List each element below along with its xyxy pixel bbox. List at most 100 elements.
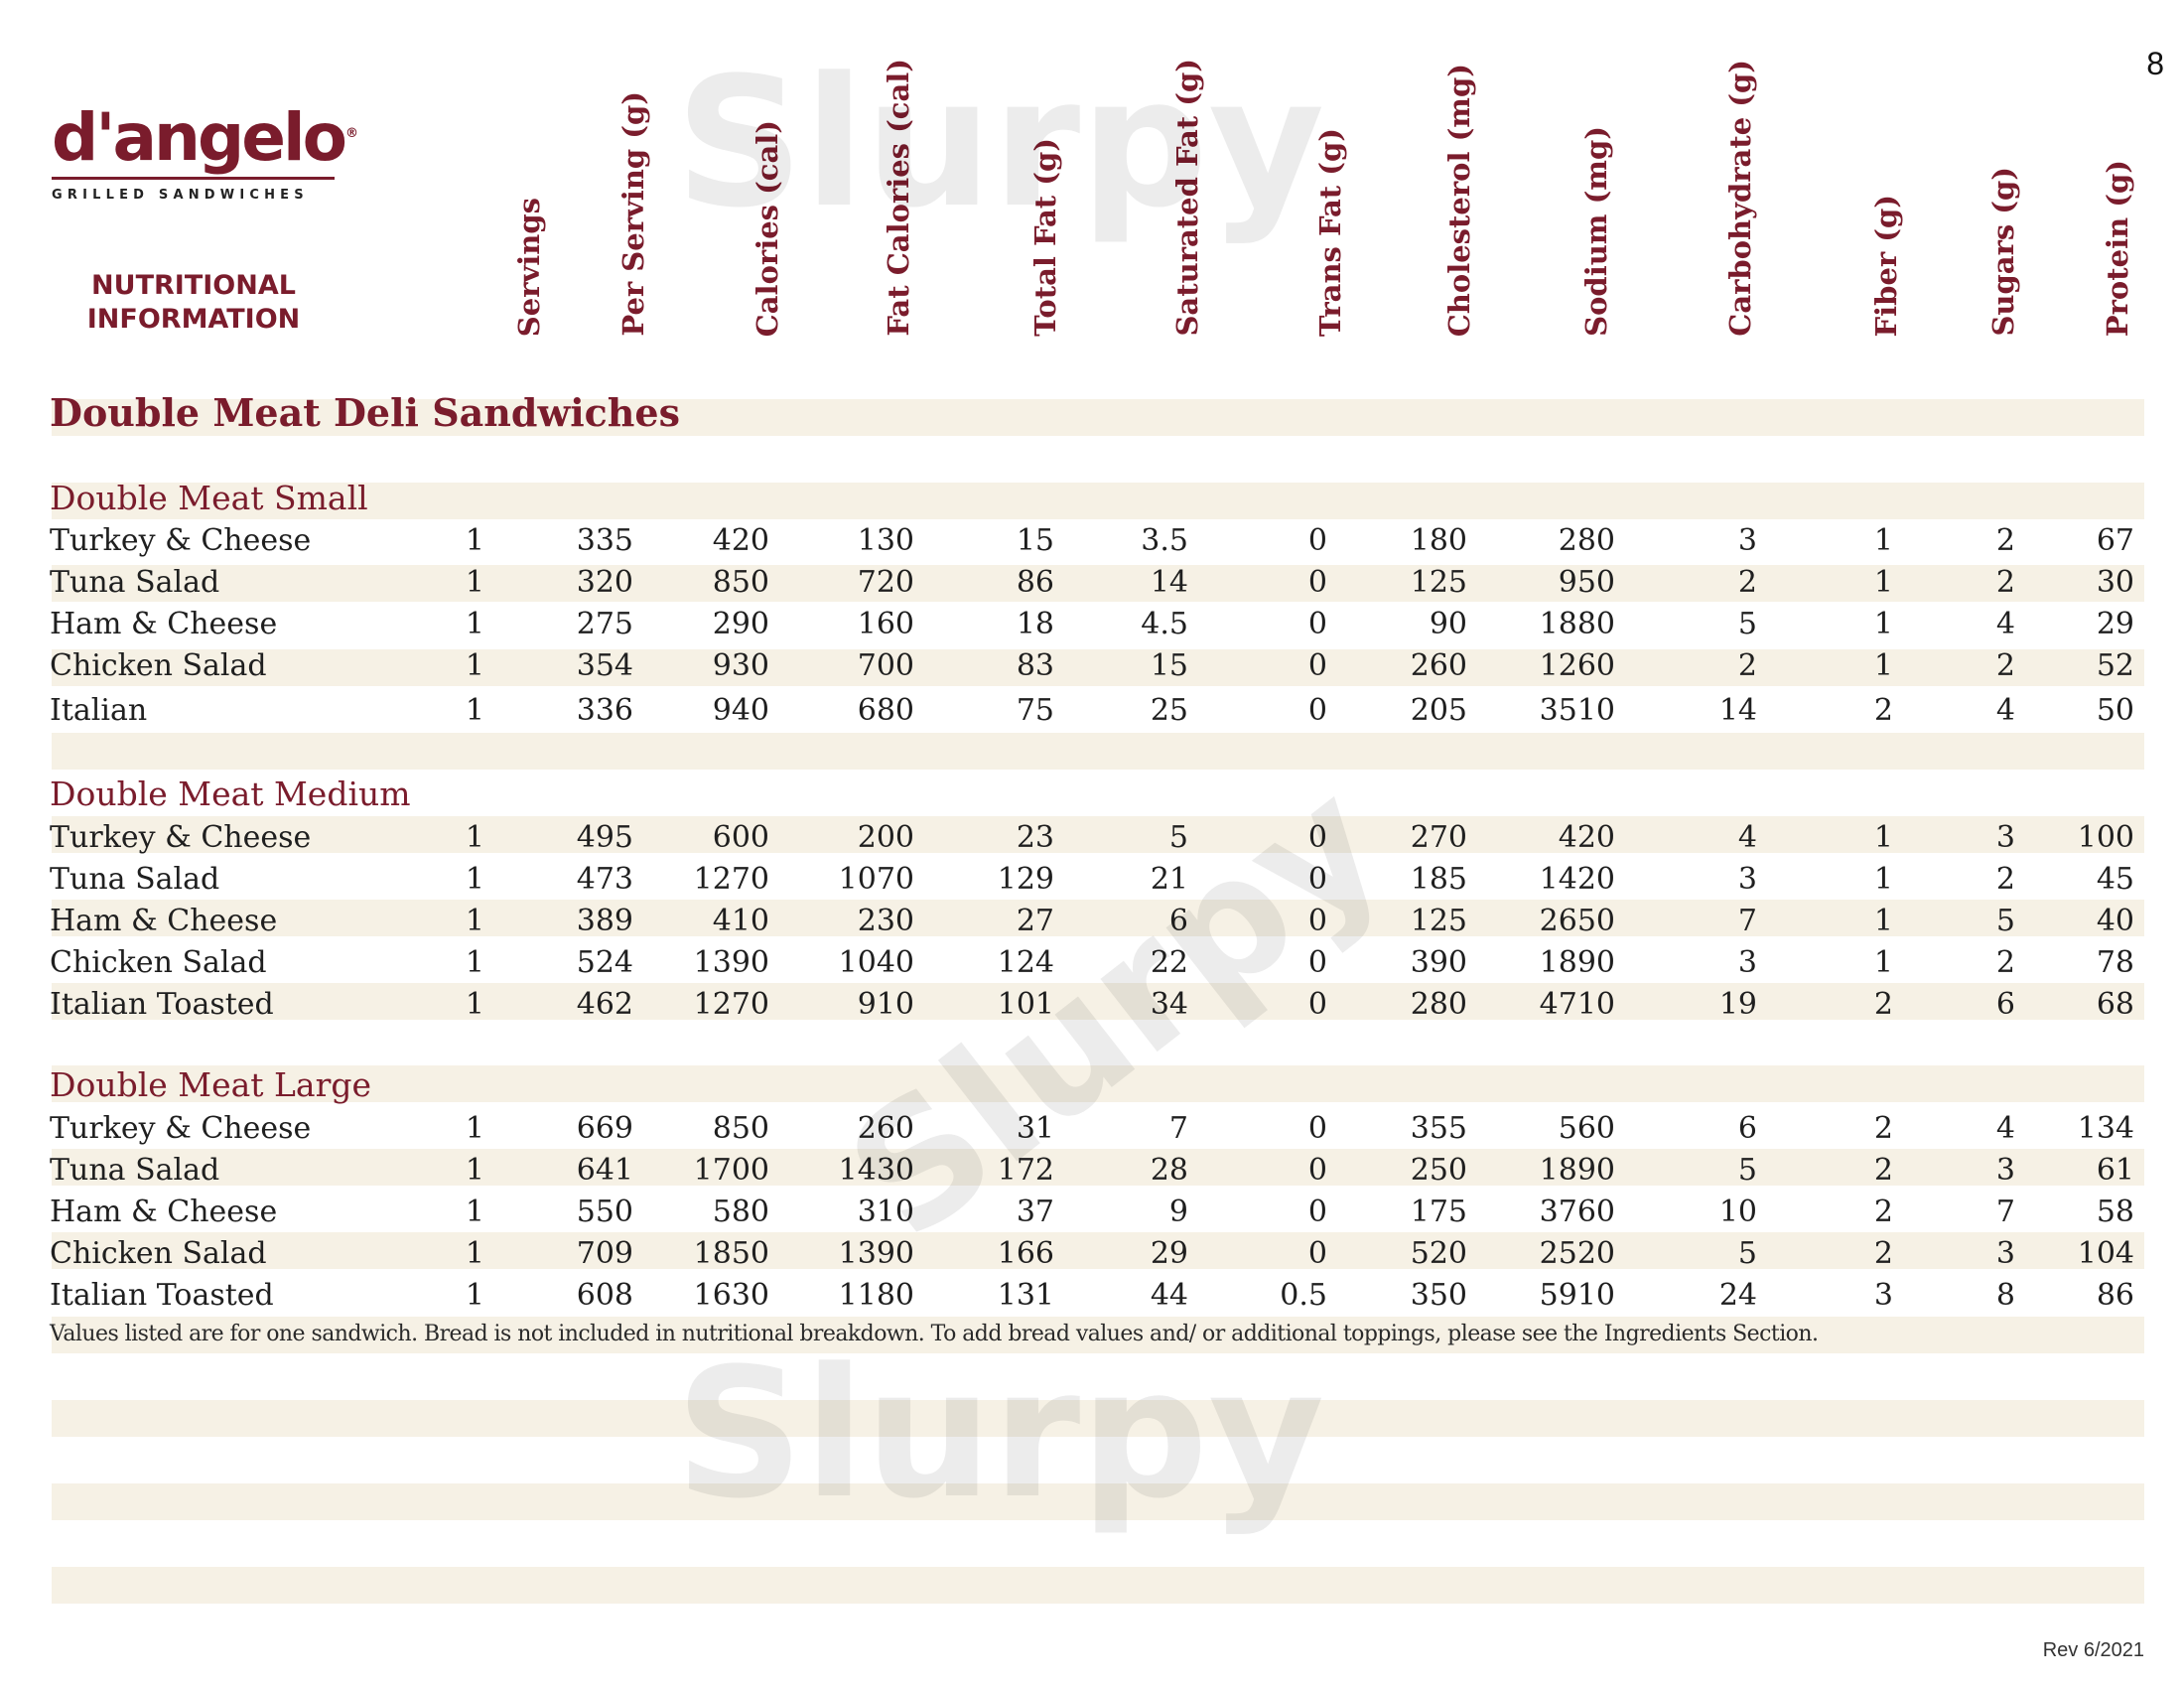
table-cell: 280 [1558, 523, 1615, 558]
group-title: Double Meat Small [50, 479, 368, 517]
column-header-label: Total Fat (g) [1028, 138, 1062, 337]
table-cell: 83 [1016, 648, 1054, 683]
table-cell: 125 [1410, 565, 1467, 600]
table-row: Italian Toasted 1 608 1630 1180 131 44 0.5 350 59… [0, 1274, 2184, 1316]
table-cell: 1430 [838, 1153, 914, 1188]
table-cell: 4 [1995, 1111, 2015, 1146]
column-header: Cholesterol (mg) [1427, 0, 1486, 343]
nutritional-information-heading: NUTRITIONAL INFORMATION [60, 269, 328, 337]
table-cell: 4 [1737, 820, 1757, 855]
table-row: Turkey & Cheese 1 335 420 130 15 3.5 0 180 280 3 1 2… [0, 519, 2184, 561]
column-header-label: Saturated Fat (g) [1170, 59, 1204, 337]
table-cell: 124 [997, 945, 1054, 980]
table-cell: 3 [1873, 1278, 1893, 1313]
table-cell: 29 [2096, 607, 2134, 641]
table-cell: 280 [1410, 987, 1467, 1022]
table-cell: 5 [1737, 1236, 1757, 1271]
table-cell: 3 [1995, 820, 2015, 855]
row-band [52, 1149, 2144, 1186]
table-cell: 5910 [1539, 1278, 1615, 1313]
item-name: Turkey & Cheese [50, 523, 312, 558]
column-header-label: Per Serving (g) [616, 91, 650, 337]
logo-wordmark: d'angelo [52, 99, 347, 176]
table-cell: 1040 [838, 945, 914, 980]
row-band [52, 816, 2144, 853]
column-header-label: Sodium (mg) [1579, 126, 1613, 337]
table-cell: 7 [1168, 1111, 1188, 1146]
item-name: Tuna Salad [50, 565, 220, 600]
table-cell: 680 [857, 693, 914, 728]
table-cell: 172 [997, 1153, 1054, 1188]
table-cell: 90 [1429, 607, 1467, 641]
table-cell: 67 [2096, 523, 2134, 558]
table-cell: 310 [857, 1195, 914, 1229]
table-row: Turkey & Cheese 1 669 850 260 31 7 0 355 560 6 2 4 13… [0, 1107, 2184, 1149]
table-cell: 3760 [1539, 1195, 1615, 1229]
table-cell: 2 [1873, 987, 1893, 1022]
row-band [52, 649, 2144, 686]
revision-date: Rev 6/2021 [2042, 1639, 2144, 1661]
column-header-label: Protein (g) [2101, 159, 2134, 337]
table-row: Chicken Salad 1 524 1390 1040 124 22 0 390 1890 3 1… [0, 941, 2184, 983]
table-cell: 1420 [1539, 862, 1615, 897]
item-name: Turkey & Cheese [50, 1111, 312, 1146]
column-header: Calories (cal) [735, 0, 794, 343]
column-header: Trans Fat (g) [1297, 0, 1357, 343]
table-cell: 1 [465, 1111, 484, 1146]
column-header: Fiber (g) [1853, 0, 1913, 343]
column-header: Sodium (mg) [1564, 0, 1623, 343]
table-cell: 1890 [1539, 945, 1615, 980]
table-cell: 1 [1873, 945, 1893, 980]
table-cell: 3 [1995, 1236, 2015, 1271]
table-cell: 7 [1737, 904, 1757, 938]
group-title: Double Meat Large [50, 1065, 372, 1104]
table-row: Ham & Cheese 1 389 410 230 27 6 0 125 2650 7 1 5 40 [0, 900, 2184, 941]
table-cell: 3 [1737, 523, 1757, 558]
table-row: Turkey & Cheese 1 495 600 200 23 5 0 270 420 4 1 3 10… [0, 816, 2184, 858]
table-cell: 0 [1307, 820, 1327, 855]
registered-mark: ® [344, 126, 358, 141]
column-header: Fat Calories (cal) [866, 0, 925, 343]
table-cell: 1 [465, 1153, 484, 1188]
item-name: Chicken Salad [50, 945, 267, 980]
row-band [52, 1400, 2144, 1437]
table-cell: 550 [576, 1195, 633, 1229]
table-cell: 28 [1150, 1153, 1188, 1188]
section-title: Double Meat Deli Sandwiches [50, 390, 680, 435]
table-cell: 0 [1307, 1111, 1327, 1146]
table-cell: 390 [1410, 945, 1467, 980]
table-cell: 68 [2096, 987, 2134, 1022]
table-cell: 3510 [1539, 693, 1615, 728]
table-cell: 1 [465, 565, 484, 600]
table-cell: 2 [1995, 945, 2015, 980]
table-cell: 350 [1410, 1278, 1467, 1313]
table-cell: 3 [1995, 1153, 2015, 1188]
table-cell: 200 [857, 820, 914, 855]
item-name: Chicken Salad [50, 1236, 267, 1271]
table-cell: 5 [1168, 820, 1188, 855]
table-cell: 78 [2096, 945, 2134, 980]
column-header: Saturated Fat (g) [1155, 0, 1214, 343]
table-cell: 5 [1737, 607, 1757, 641]
table-cell: 1890 [1539, 1153, 1615, 1188]
table-cell: 420 [1558, 820, 1615, 855]
item-name: Chicken Salad [50, 648, 267, 683]
table-cell: 275 [576, 607, 633, 641]
table-row: Italian Toasted 1 462 1270 910 101 34 0 280 4710 1… [0, 983, 2184, 1025]
table-cell: 58 [2096, 1195, 2134, 1229]
table-cell: 21 [1150, 862, 1188, 897]
row-band [52, 983, 2144, 1020]
table-cell: 37 [1016, 1195, 1054, 1229]
table-cell: 2 [1873, 1195, 1893, 1229]
table-cell: 1 [1873, 523, 1893, 558]
table-row: Chicken Salad 1 709 1850 1390 166 29 0 520 2520 5 2… [0, 1232, 2184, 1274]
table-cell: 27 [1016, 904, 1054, 938]
table-cell: 1390 [838, 1236, 914, 1271]
table-cell: 2 [1995, 523, 2015, 558]
table-cell: 1 [465, 987, 484, 1022]
table-cell: 1270 [693, 862, 769, 897]
column-header-label: Servings [512, 197, 546, 337]
table-cell: 1 [1873, 862, 1893, 897]
table-cell: 18 [1016, 607, 1054, 641]
table-cell: 354 [576, 648, 633, 683]
